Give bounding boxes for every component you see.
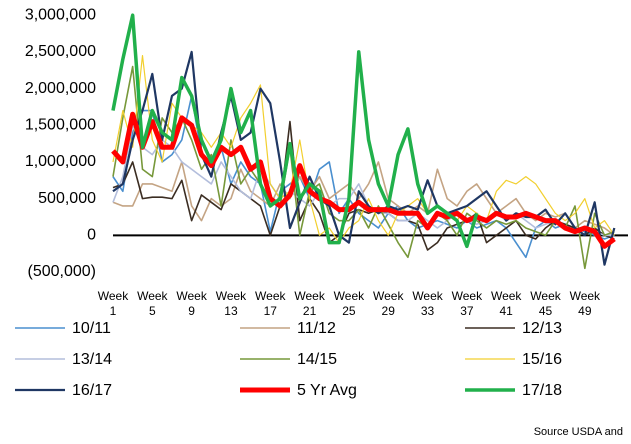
series-line	[111, 13, 479, 249]
y-tick-label: 2,500,000	[25, 43, 96, 60]
x-tick-label: Week 33	[412, 289, 443, 318]
legend-label: 16/17	[72, 382, 112, 399]
x-tick-label: Week 1	[97, 289, 129, 318]
series-line	[112, 124, 615, 237]
x-tick-label: Week 45	[530, 289, 561, 318]
x-tick-label: Week 49	[569, 289, 601, 318]
x-tick-label: Week 13	[215, 289, 247, 318]
y-tick-label: 2,000,000	[25, 80, 96, 97]
x-tick-label: Week 37	[451, 289, 483, 318]
series-line	[112, 120, 615, 251]
legend-label: 17/18	[522, 382, 562, 399]
y-tick-label: 0	[87, 227, 96, 244]
x-tick-label: Week 29	[373, 289, 404, 318]
series-line	[111, 111, 616, 249]
y-tick-label: 1,000,000	[25, 153, 96, 170]
legend-label: 14/15	[297, 351, 337, 368]
legend-label: 11/12	[297, 320, 336, 337]
legend-label: 5 Yr Avg	[297, 382, 357, 399]
legend-label: 15/16	[522, 351, 562, 368]
x-tick-label: Week 41	[490, 289, 522, 318]
y-tick-label: 3,000,000	[25, 6, 96, 23]
series-line	[112, 54, 615, 244]
x-tick-label: Week 17	[255, 289, 286, 318]
series-line	[112, 65, 615, 270]
x-tick-label: Week 5	[137, 289, 168, 318]
source-note: Source USDA and	[533, 426, 623, 438]
y-tick-label: (500,000)	[28, 263, 97, 280]
legend-label: 12/13	[522, 320, 562, 337]
x-tick-label: Week 21	[294, 289, 325, 318]
x-tick-label: Week 9	[176, 289, 207, 318]
x-tick-label: Week 25	[333, 289, 365, 318]
legend-label: 10/11	[72, 320, 111, 337]
y-tick-label: 1,500,000	[25, 116, 96, 133]
legend-label: 13/14	[72, 351, 112, 368]
y-tick-label: 500,000	[38, 190, 96, 207]
